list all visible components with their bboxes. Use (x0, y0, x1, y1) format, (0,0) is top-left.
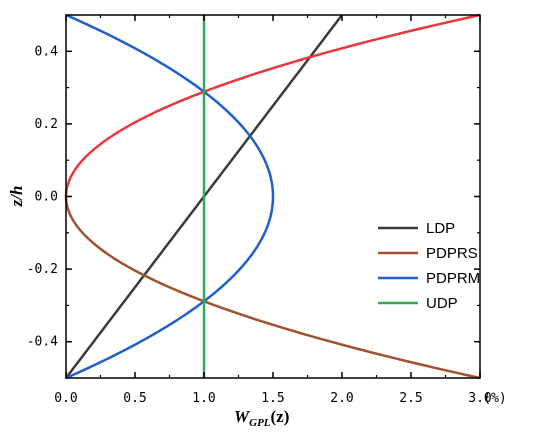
x-tick-label: 2.0 (330, 391, 353, 406)
series-pdprm-line (65, 13, 275, 380)
legend-label-udp: UDP (426, 295, 458, 312)
x-tick-label: 0.0 (54, 391, 77, 406)
legend: LDP PDPRS PDPRM UDP (378, 220, 480, 312)
x-tick-label: 2.5 (399, 391, 422, 406)
y-axis-ticks: -0.4 -0.2 0.0 0.2 0.4 (27, 14, 480, 379)
legend-label-pdprs: PDPRS (426, 245, 478, 262)
x-axis-unit: (%) (483, 391, 506, 406)
x-tick-label: 3.0 (468, 391, 491, 406)
legend-label-ldp: LDP (426, 220, 455, 237)
x-tick-label: 1.5 (261, 391, 284, 406)
y-axis-title: z/h (7, 186, 26, 208)
y-tick-label: -0.4 (27, 335, 58, 350)
y-tick-label: 0.4 (35, 44, 59, 59)
x-tick-label: 0.5 (123, 391, 146, 406)
x-tick-label: 1.0 (192, 391, 215, 406)
y-tick-label: -0.2 (27, 262, 58, 277)
x-axis-title: WGPL(z) (234, 407, 289, 429)
legend-label-pdprm: PDPRM (426, 270, 480, 287)
series-pdprs-lower-line (64, 196, 481, 380)
y-tick-label: 0.2 (35, 117, 58, 132)
y-tick-label: 0.0 (35, 190, 58, 205)
x-axis-ticks: 0.0 0.5 1.0 1.5 2.0 2.5 3.0 (54, 15, 492, 406)
series-pdprs-upper-line (64, 13, 481, 197)
plot-curves (64, 13, 481, 380)
